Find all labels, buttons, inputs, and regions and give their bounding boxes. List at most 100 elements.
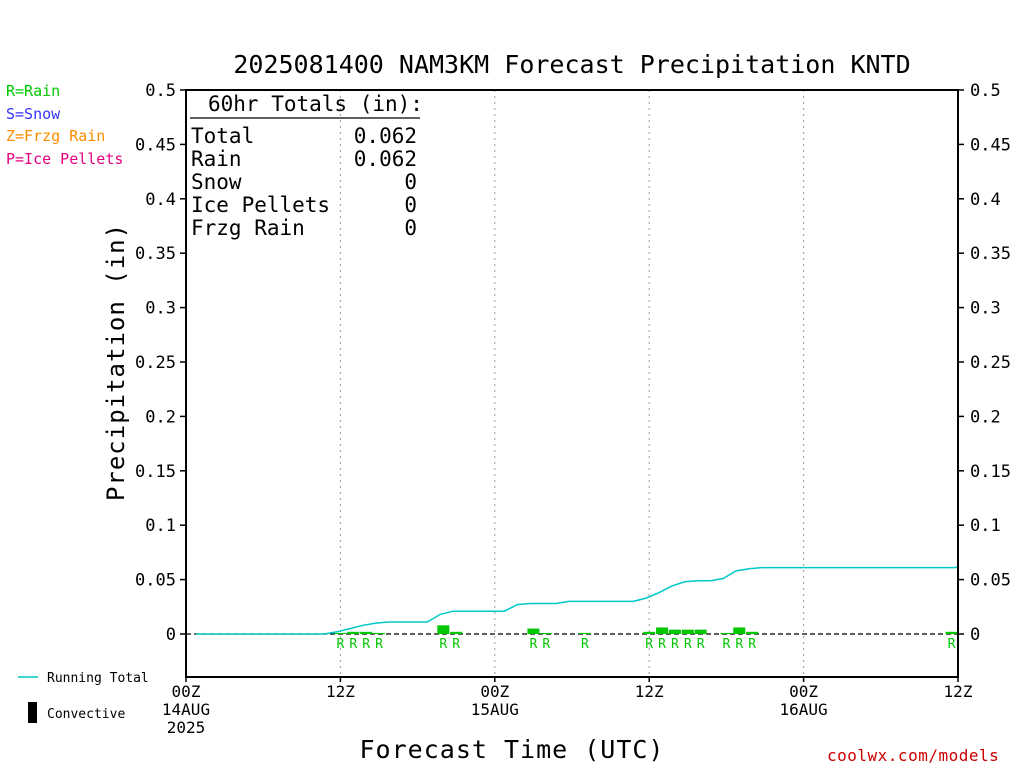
- running-total-series: [195, 565, 959, 635]
- ptype-rain-marker: R: [542, 637, 550, 652]
- y-tick-label-left: 0.15: [135, 462, 176, 482]
- bottom-legend: Running Total Convective: [18, 671, 149, 723]
- rain-bar: [540, 632, 553, 634]
- rain-bar: [360, 631, 373, 634]
- totals-row-label: Total: [191, 124, 254, 148]
- running-total-line: [195, 565, 959, 635]
- y-tick-label-left: 0.4: [145, 190, 176, 210]
- x-tick-label: 14AUG: [162, 700, 210, 719]
- running-total-legend-label: Running Total: [47, 671, 149, 686]
- y-tick-label-right: 0.05: [970, 571, 1011, 591]
- rain-bar: [945, 631, 958, 634]
- y-tick-label-left: 0.25: [135, 353, 176, 373]
- axes: [180, 89, 964, 682]
- y-tick-label-left: 0.5: [145, 81, 176, 101]
- ptype-rain-marker: R: [362, 637, 370, 652]
- x-tick-label: 12Z: [944, 682, 973, 701]
- rain-bar: [643, 631, 656, 634]
- x-tick-label: 00Z: [480, 682, 509, 701]
- ptype-rain-marker: R: [645, 637, 653, 652]
- x-tick-label: 2025: [167, 718, 206, 737]
- plot-frame: [185, 89, 959, 678]
- ptype-rain-marker: R: [735, 637, 743, 652]
- rain-bar: [720, 632, 733, 634]
- y-tick-label-left: 0.3: [145, 299, 176, 319]
- rain-bar: [656, 627, 669, 634]
- ptype-rain-marker: R: [452, 637, 460, 652]
- totals-row-label: Frzg Rain: [191, 216, 305, 240]
- ptype-rain-marker: R: [336, 637, 344, 652]
- totals-row-value: 0: [404, 193, 417, 217]
- x-tick-label: 00Z: [789, 682, 818, 701]
- legend-frzg-rain: Z=Frzg Rain: [6, 127, 106, 145]
- y-tick-label-right: 0.35: [970, 244, 1011, 264]
- credit-link[interactable]: coolwx.com/models: [827, 746, 1000, 765]
- rain-bar: [437, 625, 450, 634]
- y-tick-label-left: 0.2: [145, 407, 176, 427]
- ptype-rain-marker: R: [748, 637, 756, 652]
- x-tick-label: 12Z: [326, 682, 355, 701]
- x-tick-label: 12Z: [635, 682, 664, 701]
- totals-row-label: Rain: [191, 147, 242, 171]
- totals-row-value: 0: [404, 170, 417, 194]
- y-tick-label-right: 0.4: [970, 190, 1001, 210]
- rain-bar: [733, 627, 746, 634]
- ptype-rain-marker: R: [948, 637, 956, 652]
- ptype-rain-marker: R: [581, 637, 589, 652]
- ptype-rain-marker: R: [722, 637, 730, 652]
- rain-bar: [694, 629, 707, 634]
- y-tick-label-right: 0: [970, 625, 980, 645]
- ptype-rain-marker: R: [697, 637, 705, 652]
- x-tick-label: 00Z: [172, 682, 201, 701]
- ptype-rain-marker: R: [349, 637, 357, 652]
- rain-bar: [334, 632, 347, 634]
- ptype-rain-marker: R: [671, 637, 679, 652]
- ptype-rain-marker: R: [684, 637, 692, 652]
- rain-bars: [334, 625, 958, 634]
- totals-row-value: 0.062: [354, 124, 417, 148]
- y-tick-label-right: 0.1: [970, 516, 1001, 536]
- y-tick-label-right: 0.15: [970, 462, 1011, 482]
- ptype-rain-marker: R: [439, 637, 447, 652]
- y-tick-label-right: 0.5: [970, 81, 1001, 101]
- legend-rain: R=Rain: [6, 82, 61, 100]
- rain-bar: [450, 631, 463, 634]
- ptype-rain-marker: R: [375, 637, 383, 652]
- legend-snow: S=Snow: [6, 105, 61, 123]
- convective-swatch: [28, 702, 37, 723]
- y-tick-label-left: 0: [166, 625, 176, 645]
- ptype-rain-marker: R: [529, 637, 537, 652]
- tick-labels: 0 00.05 0.050.1 0.10.15 0.150.2 0.20.25 0.250.…: [135, 81, 1011, 737]
- grid-lines: [186, 90, 958, 677]
- totals-heading: 60hr Totals (in):: [208, 92, 423, 116]
- totals-row-label: Ice Pellets: [191, 193, 330, 217]
- y-tick-label-right: 0.2: [970, 407, 1001, 427]
- rain-bar: [746, 631, 759, 634]
- y-tick-label-right: 0.45: [970, 135, 1011, 155]
- y-tick-label-left: 0.35: [135, 244, 176, 264]
- totals-row-value: 0: [404, 216, 417, 240]
- y-tick-label-left: 0.45: [135, 135, 176, 155]
- rain-bar: [681, 629, 694, 634]
- x-tick-label: 16AUG: [780, 700, 828, 719]
- y-tick-label-left: 0.1: [145, 516, 176, 536]
- rain-bar: [668, 629, 681, 634]
- rain-bar: [578, 632, 591, 634]
- ptype-rain-marker: R: [658, 637, 666, 652]
- y-tick-label-left: 0.05: [135, 571, 176, 591]
- y-tick-label-right: 0.25: [970, 353, 1011, 373]
- y-tick-label-right: 0.3: [970, 299, 1001, 319]
- legend-ice-pellets: P=Ice Pellets: [6, 150, 124, 168]
- x-axis-label: Forecast Time (UTC): [359, 735, 665, 764]
- totals-row-label: Snow: [191, 170, 242, 194]
- rain-bar: [373, 632, 385, 634]
- rain-bar: [527, 628, 540, 634]
- totals-box: 60hr Totals (in): Total 0.062 Rain 0.062 Snow…: [190, 92, 423, 240]
- chart-title: 2025081400 NAM3KM Forecast Precipitation…: [233, 50, 911, 79]
- rain-bar: [347, 631, 360, 634]
- totals-row-value: 0.062: [354, 147, 417, 171]
- convective-legend-label: Convective: [47, 707, 125, 722]
- x-tick-label: 15AUG: [471, 700, 519, 719]
